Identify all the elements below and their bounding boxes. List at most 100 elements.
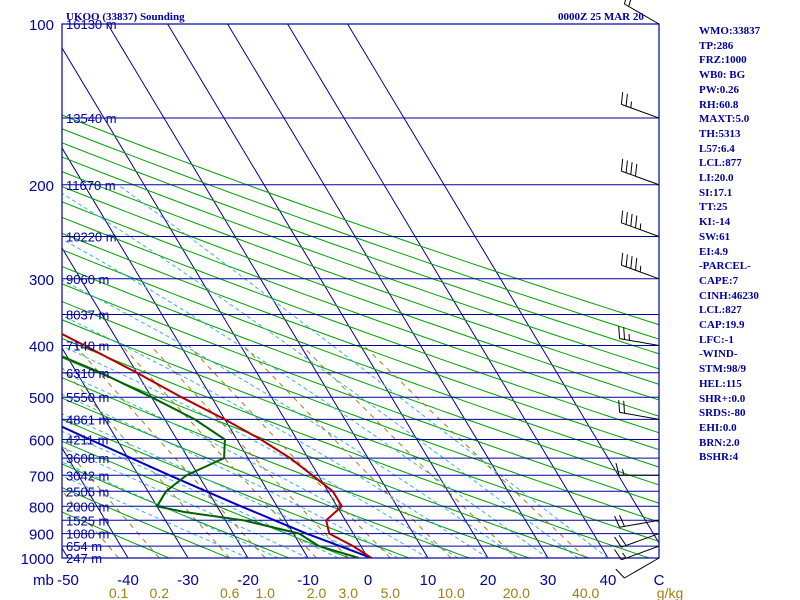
wind-barb-flag xyxy=(615,568,625,579)
temperature-unit-label: C xyxy=(654,572,665,589)
wind-barb xyxy=(615,463,660,476)
dry-adiabat-line xyxy=(62,511,171,558)
isotherm-line xyxy=(62,47,369,558)
height-label: 654 m xyxy=(66,539,102,554)
isotherm-line xyxy=(287,24,609,558)
pressure-tick-label: 700 xyxy=(29,468,54,485)
index-line: RH:60.8 xyxy=(699,98,739,111)
temperature-tick-label: 30 xyxy=(540,572,557,589)
dry-adiabat-line xyxy=(62,463,291,558)
index-line: CINH:46230 xyxy=(699,289,759,302)
wind-barb-flag xyxy=(614,536,622,548)
isotherm-line xyxy=(62,247,249,558)
wind-barb-staff xyxy=(619,338,660,346)
index-line: BSHR:4 xyxy=(699,451,739,464)
background-lines xyxy=(0,24,659,558)
wind-barb-flag xyxy=(620,91,624,105)
dry-adiabat-line xyxy=(62,440,351,558)
mixing-ratio-tick-label: 3.0 xyxy=(339,585,359,600)
wind-barb-flag xyxy=(620,158,624,172)
wind-barb-flag xyxy=(619,514,625,527)
index-line: LI:20.0 xyxy=(699,172,734,185)
wind-barb-flag xyxy=(620,252,624,266)
wind-barb-half-flag xyxy=(639,223,642,230)
index-line: -WIND- xyxy=(699,348,738,361)
height-label: 10220 m xyxy=(66,229,117,244)
isotherm-line xyxy=(62,347,189,558)
height-label: 11670 m xyxy=(66,178,116,193)
temperature-tick-label: 40 xyxy=(600,572,617,589)
dry-adiabat-line xyxy=(62,283,659,504)
mixing-ratio-tick-label: 5.0 xyxy=(381,585,401,600)
index-line: L57:6.4 xyxy=(699,142,735,155)
height-label: 13540 m xyxy=(66,111,117,126)
pressure-tick-label: 600 xyxy=(29,433,54,450)
mixing-ratio-unit-label: g/kg xyxy=(657,585,683,600)
index-line: EHI:0.0 xyxy=(699,421,737,434)
mixing-ratio-tick-label: 0.1 xyxy=(109,585,129,600)
height-label: 8037 m xyxy=(66,308,109,323)
wind-barb xyxy=(614,545,660,561)
mixing-ratio-tick-label: 0.6 xyxy=(220,585,240,600)
moist-adiabat-line xyxy=(62,393,399,558)
wind-barb-flag xyxy=(635,163,638,177)
wind-barb-staff xyxy=(624,557,660,579)
wind-barb-flag xyxy=(620,210,624,223)
wind-barb xyxy=(618,400,660,420)
wind-barb-half-flag xyxy=(630,101,632,108)
sounding-time: 0000Z 25 MAR 20 xyxy=(558,11,644,23)
isotherm-line xyxy=(0,24,8,558)
height-label: 7140 m xyxy=(66,339,109,354)
height-label: 4211 m xyxy=(66,433,108,448)
pressure-tick-label: 300 xyxy=(29,272,54,289)
moist-adiabat-line xyxy=(62,461,279,558)
sounding-profiles xyxy=(62,332,373,558)
height-label: 4861 m xyxy=(66,412,109,427)
dry-adiabat-line xyxy=(62,418,411,558)
dewpoint-trace xyxy=(62,355,360,558)
index-line: HEL:115 xyxy=(699,377,742,390)
wind-barb xyxy=(620,252,660,280)
mixing-ratio-tick-label: 40.0 xyxy=(572,585,599,600)
temperature-tick-label: -20 xyxy=(237,572,259,589)
pressure-tick-label: 800 xyxy=(29,499,54,516)
wind-barb-flag xyxy=(623,0,627,5)
index-line: SRDS:-80 xyxy=(699,407,746,420)
temperature-tick-label: 10 xyxy=(420,572,437,589)
wind-barb-staff xyxy=(621,545,660,561)
wind-barb-flag xyxy=(628,0,632,7)
wind-barb-flag xyxy=(615,463,620,476)
height-label: 1080 m xyxy=(66,527,109,542)
dry-adiabat-line xyxy=(62,114,659,326)
dry-adiabat-line xyxy=(62,156,659,370)
plot-frame xyxy=(61,23,660,559)
height-label: 9060 m xyxy=(66,272,109,287)
index-line: PW:0.26 xyxy=(699,83,740,96)
pressure-tick-label: 500 xyxy=(29,390,54,407)
index-line: LFC:-1 xyxy=(699,333,734,346)
height-label: 3042 m xyxy=(66,468,109,483)
height-label: 247 m xyxy=(66,551,102,566)
plot-border xyxy=(61,23,660,559)
index-line: MAXT:5.0 xyxy=(699,113,750,126)
wind-barb-flag xyxy=(630,213,633,227)
index-line: KI:-14 xyxy=(699,216,731,229)
mixing-ratio-tick-label: 0.2 xyxy=(150,585,170,600)
dry-adiabat-line xyxy=(62,357,591,558)
isotherm-line xyxy=(347,24,659,544)
pressure-tick-label: 200 xyxy=(29,178,54,195)
wind-barb-flag xyxy=(625,212,628,225)
wind-barb-flag xyxy=(618,326,621,339)
dry-adiabat-line xyxy=(62,337,651,558)
wind-barb-flag xyxy=(630,256,633,269)
wind-barb-flag xyxy=(625,160,628,173)
temperature-tick-label: -30 xyxy=(177,572,199,589)
index-line: EI:4.9 xyxy=(699,245,729,258)
wind-barb xyxy=(615,557,660,579)
index-line: LCL:827 xyxy=(699,304,742,317)
dry-adiabat-line xyxy=(62,232,659,451)
pressure-unit-label: mb xyxy=(33,572,54,589)
isotherm-line xyxy=(167,24,489,558)
wind-barb-flag xyxy=(630,162,633,175)
